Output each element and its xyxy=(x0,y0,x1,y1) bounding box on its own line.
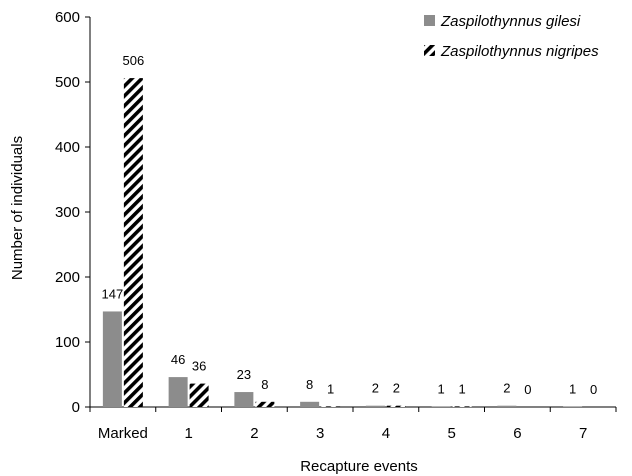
bar-nigripes xyxy=(321,406,341,407)
y-tick-label: 400 xyxy=(55,139,80,156)
y-tick-label: 100 xyxy=(55,334,80,351)
bar-nigripes xyxy=(123,78,143,407)
x-tick-label: 5 xyxy=(447,425,455,442)
bar-nigripes xyxy=(189,383,209,407)
bar-gilesi xyxy=(300,401,320,407)
x-tick-label: 2 xyxy=(250,425,258,442)
data-label-nigripes: 0 xyxy=(524,382,531,397)
y-tick-label: 0 xyxy=(72,399,80,416)
data-label-gilesi: 2 xyxy=(503,381,510,396)
legend: Zaspilothynnus gilesi Zaspilothynnus nig… xyxy=(424,13,599,60)
bar-gilesi xyxy=(168,377,188,407)
data-label-nigripes: 0 xyxy=(590,382,597,397)
data-label-nigripes: 2 xyxy=(393,381,400,396)
data-label-gilesi: 46 xyxy=(171,352,185,367)
data-label-gilesi: 147 xyxy=(102,286,124,301)
data-label-gilesi: 8 xyxy=(306,377,313,392)
bar-gilesi xyxy=(102,311,122,407)
y-tick-label: 200 xyxy=(55,269,80,286)
data-label-gilesi: 23 xyxy=(237,367,251,382)
data-label-nigripes: 1 xyxy=(459,381,466,396)
y-tick-label: 500 xyxy=(55,74,80,91)
bar-nigripes xyxy=(452,406,472,407)
y-tick-label: 600 xyxy=(55,9,80,26)
data-label-gilesi: 2 xyxy=(372,381,379,396)
y-axis: 0 100 200 300 400 500 600 xyxy=(55,9,91,416)
x-tick-label: 3 xyxy=(316,425,324,442)
data-label-gilesi: 1 xyxy=(438,381,445,396)
legend-label-gilesi: Zaspilothynnus gilesi xyxy=(440,13,581,30)
legend-swatch-gilesi xyxy=(424,15,435,26)
x-tick-label: Marked xyxy=(98,425,148,442)
x-tick-label: 6 xyxy=(513,425,521,442)
data-label-gilesi: 1 xyxy=(569,381,576,396)
data-label-nigripes: 1 xyxy=(327,381,334,396)
bar-nigripes xyxy=(386,405,406,407)
legend-label-nigripes: Zaspilothynnus nigripes xyxy=(440,43,599,60)
legend-item-gilesi: Zaspilothynnus gilesi xyxy=(424,13,581,30)
legend-swatch-nigripes xyxy=(424,45,435,56)
x-axis-label: Recapture events xyxy=(300,458,418,475)
y-tick-label: 300 xyxy=(55,204,80,221)
x-tick-label: 4 xyxy=(382,425,390,442)
data-label-nigripes: 36 xyxy=(192,359,206,374)
bar-nigripes xyxy=(255,401,275,407)
x-tick-label: 1 xyxy=(184,425,192,442)
bar-gilesi xyxy=(431,406,451,407)
data-label-nigripes: 8 xyxy=(261,377,268,392)
bars xyxy=(102,78,583,407)
bar-gilesi xyxy=(497,405,517,407)
y-axis-label: Number of individuals xyxy=(9,136,26,280)
bar-gilesi xyxy=(563,406,583,407)
x-tick-label: 7 xyxy=(579,425,587,442)
legend-item-nigripes: Zaspilothynnus nigripes xyxy=(424,43,599,60)
bar-gilesi xyxy=(365,405,385,407)
x-axis: Marked 1 2 3 4 5 6 7 xyxy=(89,406,617,442)
data-label-nigripes: 506 xyxy=(123,53,145,68)
bar-gilesi xyxy=(234,392,254,407)
